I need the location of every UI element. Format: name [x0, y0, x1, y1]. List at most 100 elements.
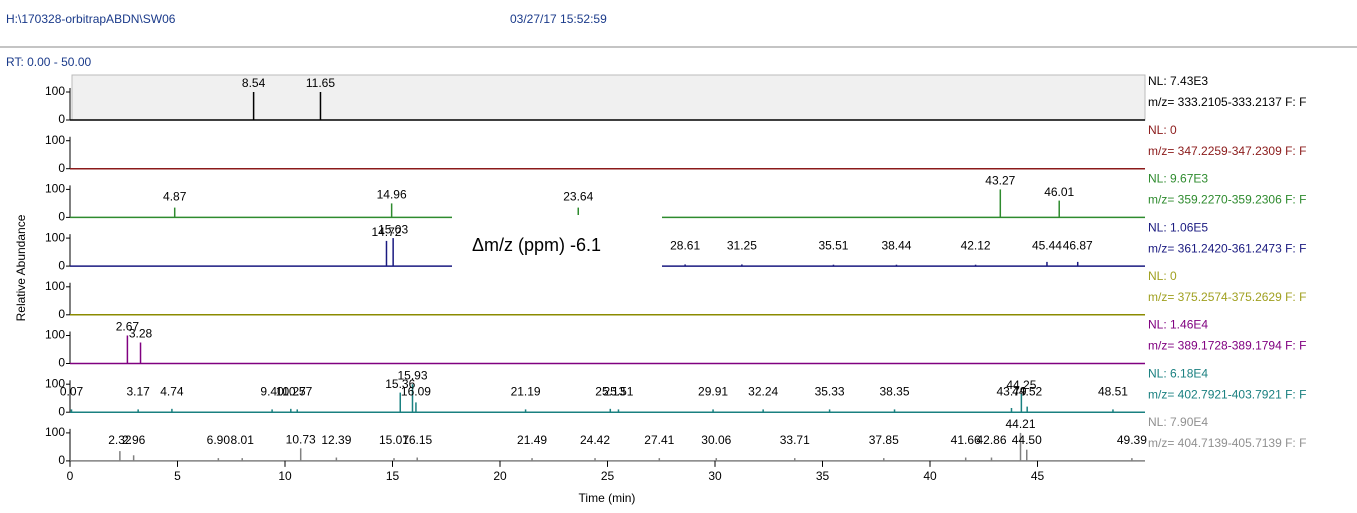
- peak-label: 30.06: [701, 433, 731, 447]
- peak-label: 35.33: [815, 384, 845, 398]
- peak-label: 11.65: [306, 76, 335, 90]
- file-path: H:\170328-orbitrapABDN\SW06: [6, 12, 176, 26]
- y-tick-label: 0: [58, 307, 65, 321]
- peak-label: 43.27: [985, 174, 1015, 188]
- highlight-panel: [71, 74, 1146, 121]
- y-tick-label: 0: [58, 210, 65, 224]
- y-tick-label: 100: [45, 133, 65, 147]
- peak-label: 44.50: [1012, 433, 1042, 447]
- mass-range: m/z= 389.1728-389.1794 F: F: [1148, 339, 1306, 353]
- mass-range: m/z= 375.2574-375.2629 F: F: [1148, 290, 1306, 304]
- x-tick-label: 30: [708, 469, 722, 483]
- peak-label: 16.15: [402, 433, 432, 447]
- peak-label: 21.49: [517, 433, 547, 447]
- y-tick-label: 100: [45, 84, 65, 98]
- x-tick-label: 5: [174, 469, 181, 483]
- peak-label: 25.13: [595, 384, 625, 398]
- peak-label: 4.87: [163, 190, 187, 204]
- peak-label: 0.07: [60, 384, 84, 398]
- x-tick-label: 40: [923, 469, 937, 483]
- peak-label: 35.51: [818, 238, 848, 252]
- x-tick-label: 15: [386, 469, 400, 483]
- peak-label: 32.24: [748, 384, 778, 398]
- annotation-box: [452, 215, 662, 280]
- peak-label: 44.21: [1005, 417, 1035, 431]
- peak-label: 44.52: [1012, 384, 1042, 398]
- mass-range: m/z= 347.2259-347.2309 F: F: [1148, 144, 1306, 158]
- mass-range: m/z= 359.2270-359.2306 F: F: [1148, 193, 1306, 207]
- peak-label: 25.51: [603, 384, 633, 398]
- x-tick-label: 20: [493, 469, 507, 483]
- normalization-level: NL: 1.46E4: [1148, 318, 1208, 332]
- mass-range: m/z= 402.7921-403.7921 F: F: [1148, 387, 1306, 401]
- y-tick-label: 100: [45, 230, 65, 244]
- acquisition-date: 03/27/17 15:52:59: [510, 12, 607, 26]
- normalization-level: NL: 0: [1148, 123, 1177, 137]
- x-tick-label: 10: [278, 469, 292, 483]
- y-tick-label: 100: [45, 376, 65, 390]
- peak-label: 2.96: [122, 433, 146, 447]
- normalization-level: NL: 7.43E3: [1148, 74, 1208, 88]
- mass-range: m/z= 404.7139-405.7139 F: F: [1148, 436, 1306, 450]
- peak-label: 45.44: [1032, 238, 1062, 252]
- y-tick-label: 0: [58, 356, 65, 370]
- y-tick-label: 100: [45, 328, 65, 342]
- peak-label: 8.54: [242, 76, 266, 90]
- peak-label: 10.57: [282, 384, 312, 398]
- x-tick-label: 25: [601, 469, 615, 483]
- x-tick-label: 0: [67, 469, 74, 483]
- peak-label: 15.93: [397, 368, 427, 382]
- peak-label: 38.35: [880, 384, 910, 398]
- peak-label: 2.32: [108, 433, 132, 447]
- peak-label: 3.28: [129, 327, 153, 341]
- annotation: Δm/z (ppm) -6.1: [472, 235, 601, 255]
- peak-label: 41.66: [951, 433, 981, 447]
- y-tick-label: 0: [58, 161, 65, 175]
- peak-label: 29.91: [698, 384, 728, 398]
- peak-label: 37.85: [869, 433, 899, 447]
- peak-label: 10.27: [276, 384, 306, 398]
- peak-label: 33.71: [780, 433, 810, 447]
- y-tick-label: 0: [58, 404, 65, 418]
- y-tick-label: 0: [58, 112, 65, 126]
- peak-label: 6.90: [207, 433, 231, 447]
- peak-label: 8.01: [231, 433, 255, 447]
- peak-label: 3.17: [126, 384, 150, 398]
- peak-label: 14.72: [371, 225, 401, 239]
- y-tick-label: 100: [45, 182, 65, 196]
- y-tick-label: 100: [45, 425, 65, 439]
- peak-label: 46.87: [1063, 238, 1093, 252]
- x-tick-label: 45: [1031, 469, 1045, 483]
- peak-label: 23.64: [563, 190, 593, 204]
- peak-label: 31.25: [727, 238, 757, 252]
- mass-range: m/z= 361.2420-361.2473 F: F: [1148, 241, 1306, 255]
- peak-label: 42.86: [976, 433, 1006, 447]
- x-tick-label: 35: [816, 469, 830, 483]
- peak-label: 10.73: [286, 432, 316, 446]
- normalization-level: NL: 6.18E4: [1148, 366, 1208, 380]
- normalization-level: NL: 0: [1148, 269, 1177, 283]
- y-axis-label: Relative Abundance: [14, 214, 28, 321]
- y-tick-label: 100: [45, 279, 65, 293]
- peak-label: 48.51: [1098, 384, 1128, 398]
- peak-label: 21.19: [511, 384, 541, 398]
- peak-label: 14.96: [377, 188, 407, 202]
- peak-label: 42.12: [961, 238, 991, 252]
- rt-range: RT: 0.00 - 50.00: [6, 55, 91, 69]
- peak-label: 27.41: [644, 433, 674, 447]
- x-axis-label: Time (min): [579, 491, 636, 505]
- peak-label: 24.42: [580, 433, 610, 447]
- normalization-level: NL: 1.06E5: [1148, 220, 1208, 234]
- peak-label: 15.36: [385, 377, 415, 391]
- peak-label: 15.03: [378, 222, 408, 236]
- peak-label: 46.01: [1044, 185, 1074, 199]
- peak-label: 44.25: [1006, 378, 1036, 392]
- peak-label: 28.61: [670, 238, 700, 252]
- peak-label: 9.40: [260, 384, 284, 398]
- peak-label: 15.07: [379, 433, 409, 447]
- y-tick-label: 0: [58, 453, 65, 467]
- peak-label: 16.09: [401, 384, 431, 398]
- peak-label: 12.39: [321, 433, 351, 447]
- peak-label: 2.67: [116, 320, 140, 334]
- mass-range: m/z= 333.2105-333.2137 F: F: [1148, 95, 1306, 109]
